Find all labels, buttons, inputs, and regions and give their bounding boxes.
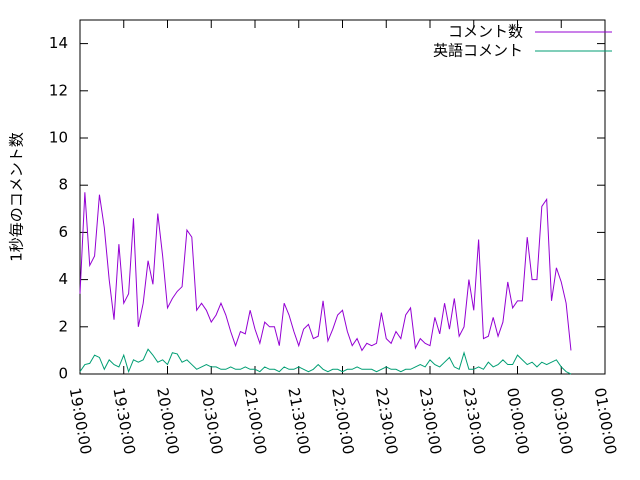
x-tick-label: 23:30:00 xyxy=(459,386,488,455)
x-tick-label: 00:30:00 xyxy=(547,386,576,455)
plot-frame xyxy=(79,19,606,375)
x-tick-label: 23:00:00 xyxy=(416,386,445,455)
y-tick-label: 12 xyxy=(49,81,68,99)
y-tick-label: 6 xyxy=(58,223,68,241)
x-tick-label: 01:00:00 xyxy=(591,386,620,455)
x-tick-label: 20:30:00 xyxy=(197,386,226,455)
series-line xyxy=(79,348,572,375)
x-tick-label: 22:30:00 xyxy=(372,386,401,455)
legend-label: 英語コメント xyxy=(433,42,523,60)
x-tick-label: 21:00:00 xyxy=(241,386,270,455)
x-tick-label: 21:30:00 xyxy=(284,386,313,455)
y-tick-label: 2 xyxy=(58,317,68,335)
x-tick-label: 22:00:00 xyxy=(328,386,357,455)
series-line xyxy=(79,192,572,352)
y-tick-label: 0 xyxy=(58,365,68,383)
x-tick-label: 00:00:00 xyxy=(503,386,532,455)
legend-label: コメント数 xyxy=(448,23,523,41)
x-tick-label: 20:00:00 xyxy=(153,386,182,455)
x-tick-label: 19:30:00 xyxy=(109,386,138,455)
y-tick-label: 14 xyxy=(49,34,68,52)
y-tick-label: 10 xyxy=(49,129,68,147)
y-tick-label: 4 xyxy=(58,270,68,288)
y-tick-label: 8 xyxy=(58,176,68,194)
x-tick-label: 19:00:00 xyxy=(66,386,95,455)
y-axis-label: 1秒毎のコメント数 xyxy=(8,132,26,262)
